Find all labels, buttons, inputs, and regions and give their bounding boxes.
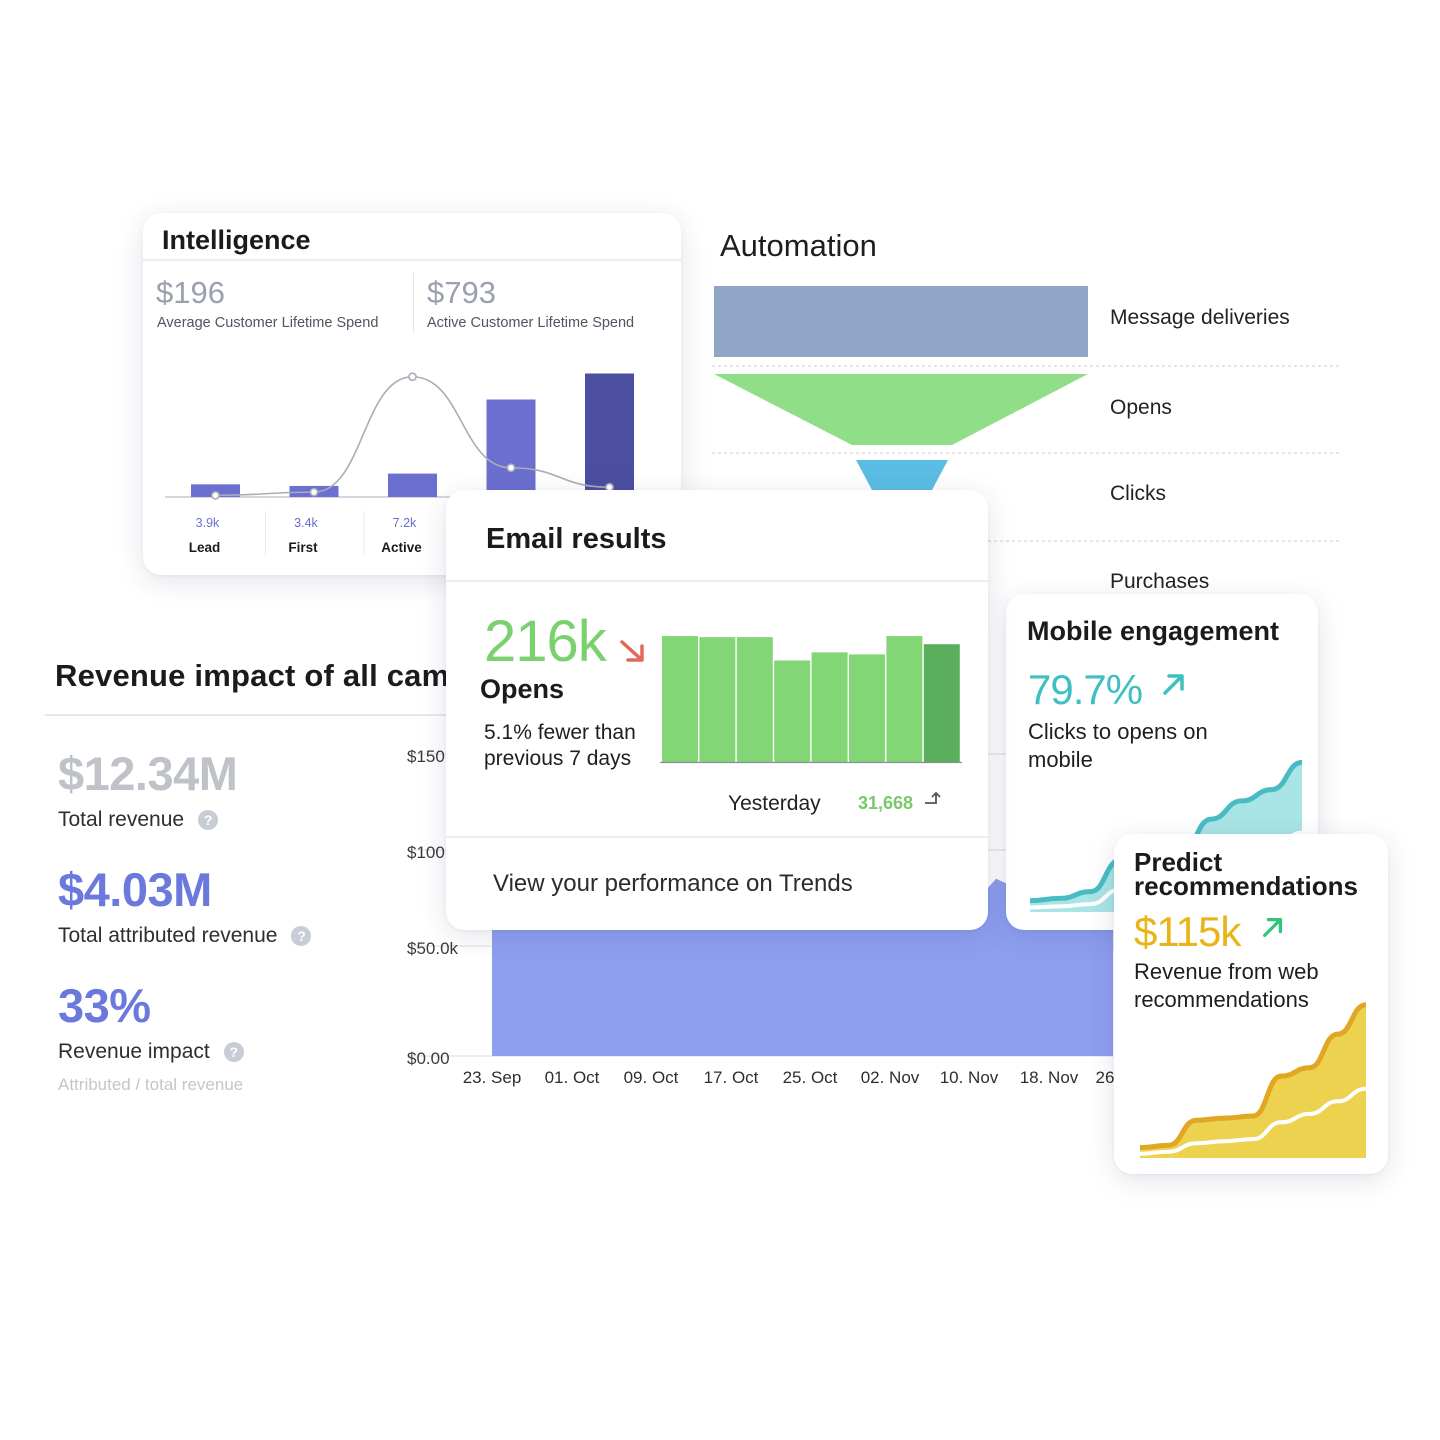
attributed-revenue-label: Total attributed revenue	[58, 924, 278, 947]
revenue-x-tick: 18. Nov	[1020, 1068, 1079, 1087]
revenue-x-tick: 25. Oct	[783, 1068, 838, 1087]
intelligence-data-label: 3.9k	[196, 516, 220, 530]
question-icon[interactable]: ?	[198, 810, 219, 830]
intelligence-category-label: First	[288, 540, 318, 555]
funnel-label-clicks: Clicks	[1110, 482, 1166, 505]
funnel-label-opens: Opens	[1110, 396, 1172, 419]
kpi-divider	[413, 273, 414, 333]
intelligence-category-label: Lead	[189, 540, 221, 555]
predict-subtitle: Revenue from web recommendations	[1134, 959, 1319, 1012]
email-opens-bar	[774, 660, 811, 762]
question-icon[interactable]: ?	[291, 926, 312, 946]
intelligence-trend-point	[506, 463, 516, 473]
intelligence-data-label: 7.2k	[393, 516, 417, 530]
revenue-impact-label-row: Revenue impact ?	[58, 1040, 244, 1064]
email-metric-label: Opens	[480, 674, 565, 704]
intelligence-trend-point	[309, 487, 319, 497]
funnel-label-purchases: Purchases	[1110, 570, 1210, 593]
trend-down-arrow-icon	[620, 640, 644, 662]
revenue-x-tick: 26	[1096, 1068, 1115, 1087]
funnel-stage-deliveries	[714, 286, 1088, 357]
active-lifetime-spend-value: $793	[427, 275, 496, 310]
revenue-x-tick: 01. Oct	[545, 1068, 600, 1087]
avg-lifetime-spend-value: $196	[156, 275, 225, 310]
email-opens-bar	[923, 644, 960, 762]
attributed-revenue-value: $4.03M	[58, 863, 212, 916]
intelligence-bar	[388, 473, 437, 497]
predict-recommendations-card[interactable]: Predict recommendations $115k Revenue fr…	[1114, 834, 1388, 1174]
trend-up-arrow-icon	[1163, 674, 1184, 695]
funnel-stage-opens	[714, 374, 1088, 445]
intelligence-chart: 3.9k Lead 3.4k First 7.2k Active	[165, 372, 643, 555]
revenue-title-divider	[45, 714, 475, 716]
yesterday-label: Yesterday	[728, 792, 821, 815]
email-opens-bar	[849, 654, 885, 762]
predict-title: Predict recommendations	[1134, 847, 1358, 901]
email-opens-bar	[886, 636, 923, 762]
email-opens-value: 216k	[484, 609, 607, 674]
revenue-x-tick: 10. Nov	[940, 1068, 999, 1087]
trend-up-arrow-icon	[1263, 917, 1283, 937]
revenue-x-tick: 02. Nov	[861, 1068, 920, 1087]
intelligence-title: Intelligence	[162, 225, 311, 255]
revenue-x-tick: 23. Sep	[463, 1068, 522, 1087]
email-footer-divider	[446, 836, 988, 838]
email-title-divider	[446, 580, 988, 582]
attributed-revenue-label-row: Total attributed revenue ?	[58, 924, 312, 948]
predict-value: $115k	[1134, 908, 1241, 955]
yesterday-value: 31,668	[858, 793, 914, 813]
revenue-impact-value: 33%	[58, 979, 151, 1032]
total-revenue-label-row: Total revenue ?	[58, 808, 219, 832]
email-results-card[interactable]: Email results 216k Opens 5.1% fewer than…	[446, 490, 988, 930]
email-opens-bar	[811, 652, 848, 762]
predict-area-chart	[1139, 1002, 1367, 1158]
email-opens-bar-chart	[660, 636, 962, 764]
funnel-label-deliveries: Message deliveries	[1110, 306, 1290, 329]
question-icon[interactable]: ?	[223, 1042, 244, 1062]
automation-title: Automation	[720, 228, 877, 263]
revenue-y-tick: $100	[407, 843, 445, 862]
automation-funnel	[712, 286, 1342, 542]
intelligence-bar	[585, 373, 634, 497]
mobile-engagement-subtitle: Clicks to opens on mobile	[1028, 719, 1208, 772]
mobile-engagement-value: 79.7%	[1028, 666, 1143, 713]
intelligence-bar	[191, 484, 240, 497]
total-revenue-label: Total revenue	[58, 808, 185, 831]
view-trends-link[interactable]: View your performance on Trends	[493, 870, 853, 897]
predict-secondary-line	[1139, 1086, 1367, 1156]
predict-area-fill	[1140, 1004, 1366, 1158]
total-revenue-value: $12.34M	[58, 747, 238, 800]
intelligence-trend-point	[408, 372, 417, 382]
funnel-stage-clicks	[856, 460, 948, 490]
revenue-panel-title: Revenue impact of all cam	[55, 658, 450, 693]
email-change-text: 5.1% fewer than previous 7 days	[484, 721, 636, 770]
email-opens-bar	[736, 637, 773, 762]
mobile-engagement-title: Mobile engagement	[1027, 616, 1280, 646]
avg-lifetime-spend-label: Average Customer Lifetime Spend	[157, 315, 379, 331]
revenue-y-tick: $150	[407, 747, 445, 766]
intelligence-divider	[143, 259, 681, 261]
revenue-x-tick: 09. Oct	[624, 1068, 679, 1087]
intelligence-trend-point	[211, 490, 220, 500]
email-opens-bar	[699, 637, 736, 762]
intelligence-data-label: 3.4k	[294, 516, 318, 530]
revenue-impact-note: Attributed / total revenue	[58, 1075, 244, 1094]
email-opens-bar	[662, 636, 698, 762]
email-results-title: Email results	[486, 523, 667, 555]
intelligence-category-label: Active	[381, 540, 422, 555]
revenue-impact-label: Revenue impact	[58, 1040, 210, 1063]
small-trend-arrow-icon	[925, 791, 941, 804]
active-lifetime-spend-label: Active Customer Lifetime Spend	[427, 315, 635, 331]
revenue-x-tick: 17. Oct	[704, 1068, 759, 1087]
revenue-y-tick: $0.00	[407, 1049, 450, 1068]
predict-area-line	[1139, 1002, 1367, 1150]
revenue-y-tick: $50.0k	[407, 939, 459, 958]
intelligence-bar	[486, 399, 536, 497]
